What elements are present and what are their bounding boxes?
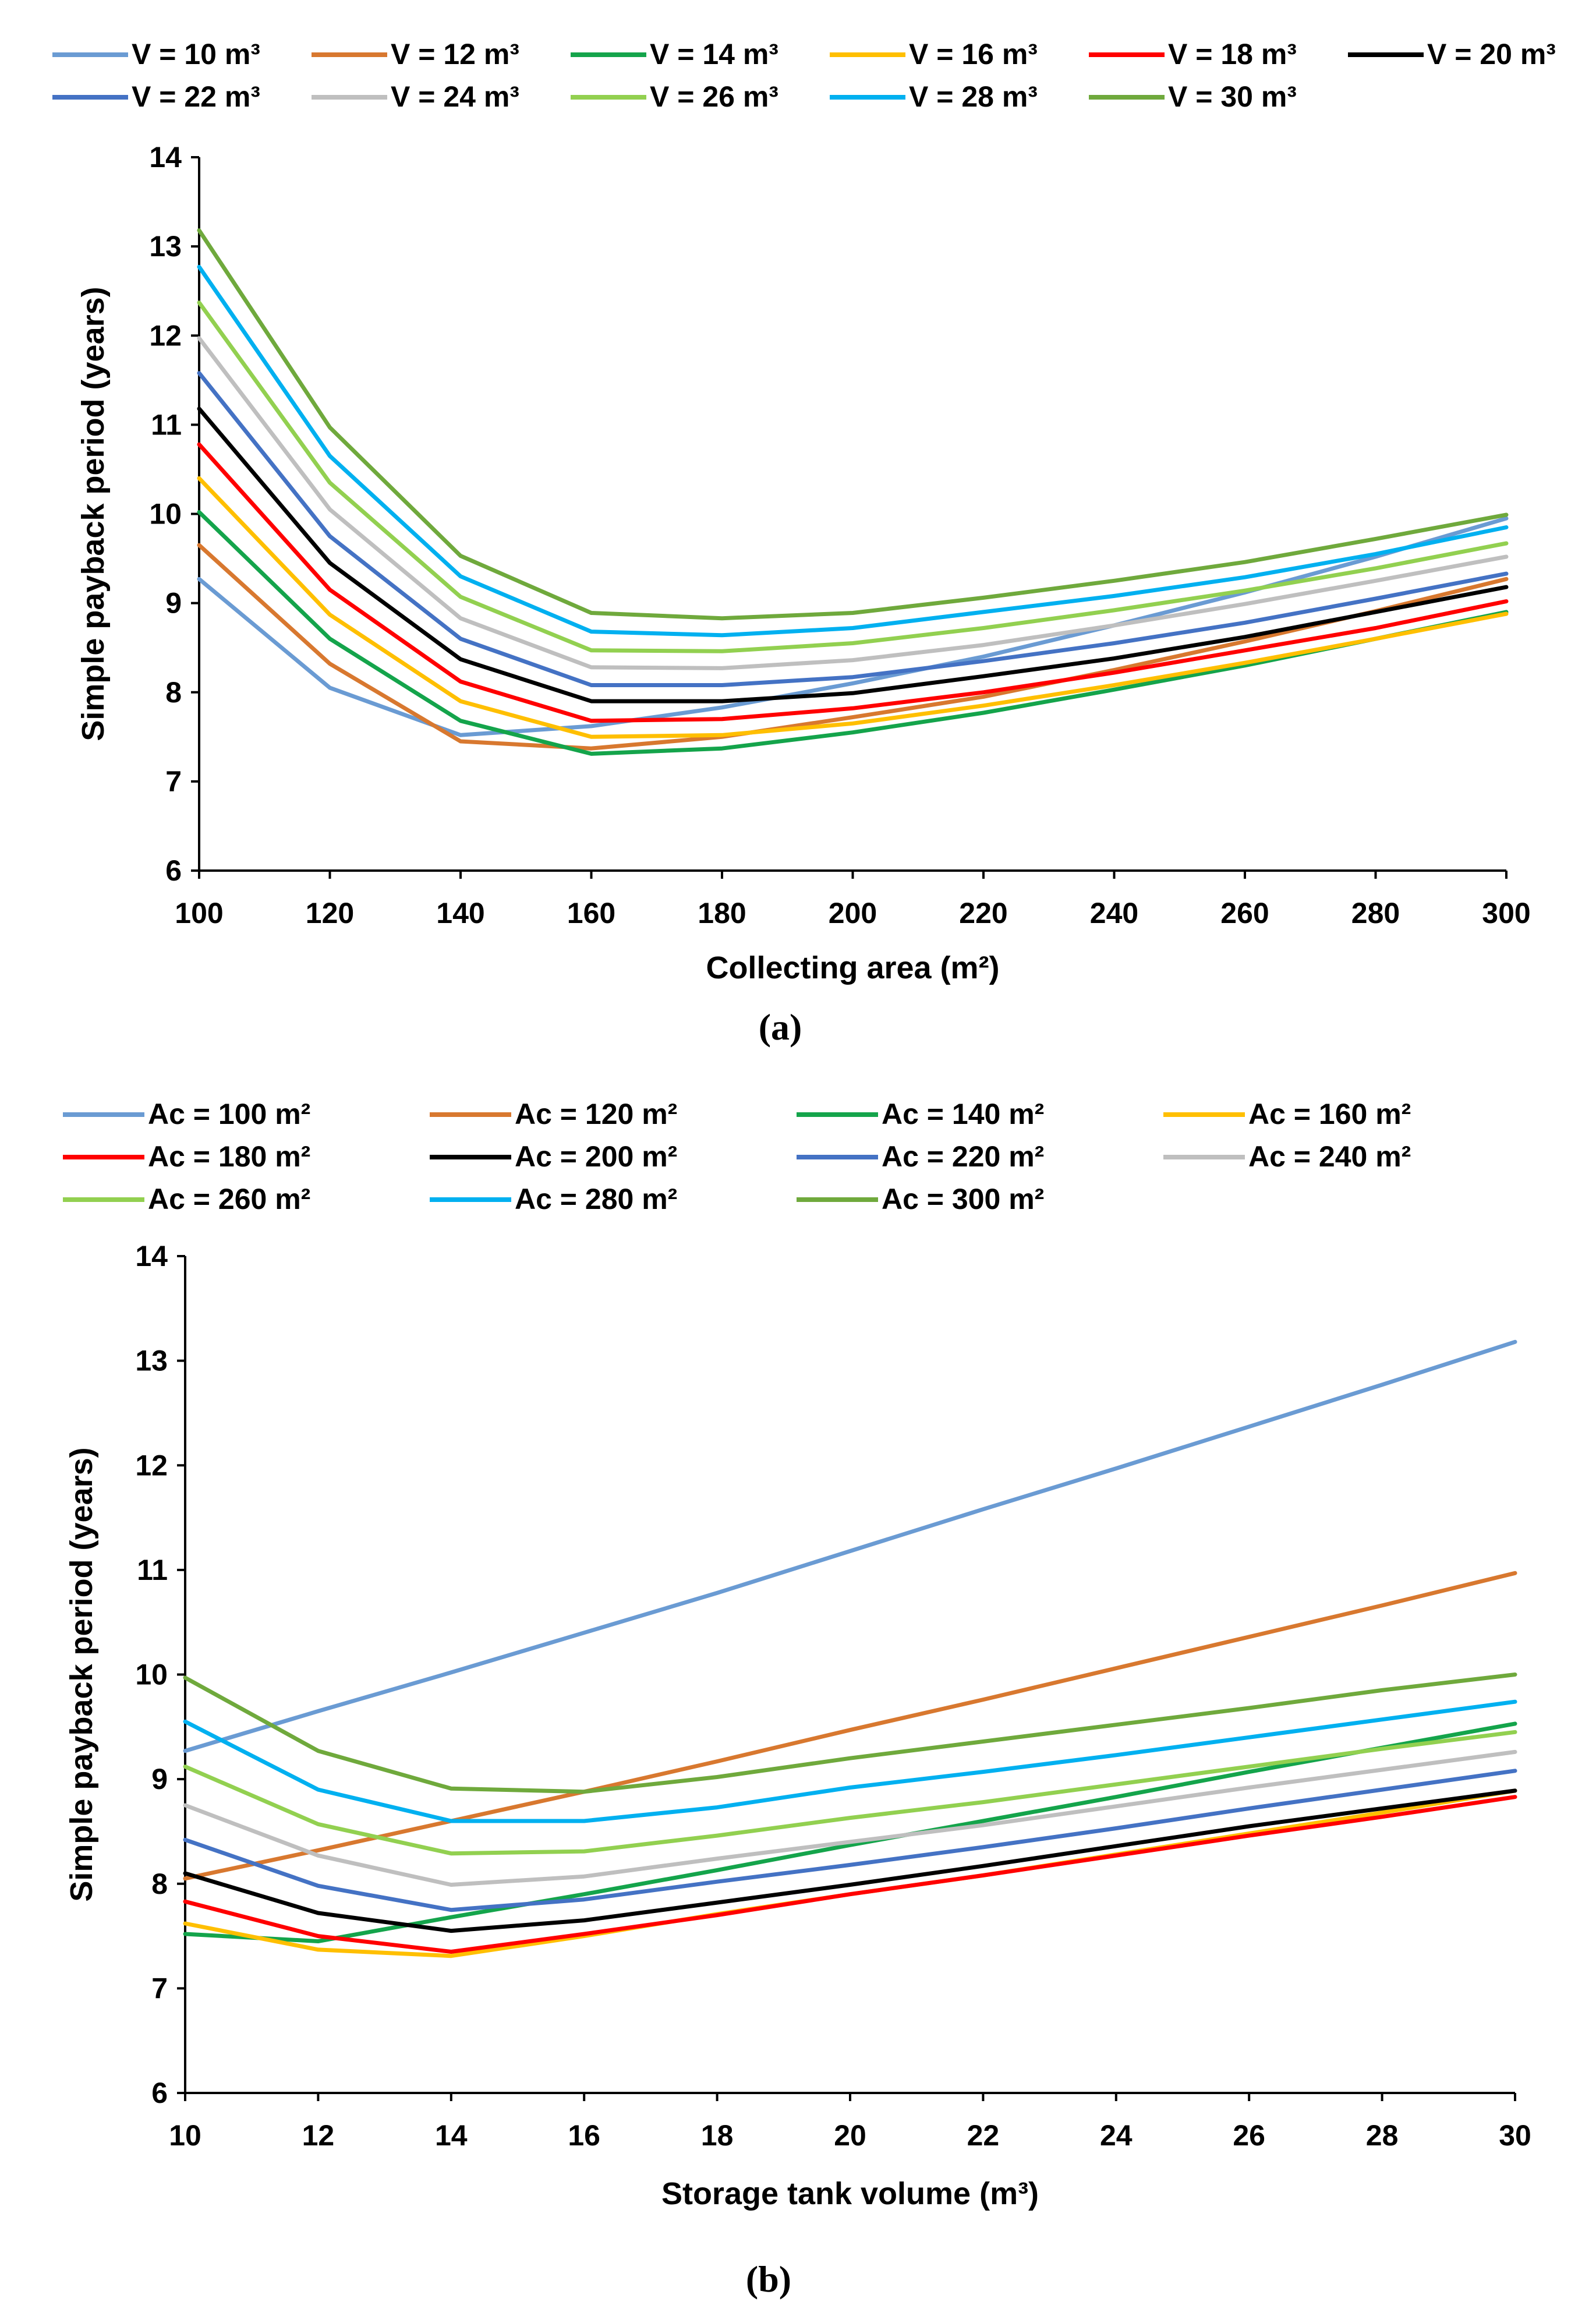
x-tick-label: 10 <box>169 2119 201 2152</box>
legend-label: V = 28 m³ <box>909 80 1038 113</box>
legend-label: Ac = 140 m² <box>882 1098 1044 1130</box>
y-axis-title: Simple payback period (years) <box>76 287 111 741</box>
x-tick-label: 14 <box>435 2119 468 2152</box>
x-tick-label: 24 <box>1100 2119 1133 2152</box>
y-tick-label: 10 <box>149 498 182 531</box>
legend-label: V = 10 m³ <box>132 38 260 70</box>
x-tick-label: 220 <box>959 897 1007 929</box>
series-line <box>183 1769 1517 1912</box>
legend-label: V = 18 m³ <box>1168 38 1297 70</box>
legend-label: Ac = 220 m² <box>882 1140 1044 1173</box>
series-line <box>183 1795 1517 1954</box>
series-line <box>197 371 1509 687</box>
legend-label: V = 12 m³ <box>391 38 519 70</box>
x-tick-label: 140 <box>436 897 484 929</box>
legend-label: V = 16 m³ <box>909 38 1038 70</box>
series-line <box>197 336 1509 670</box>
y-tick-label: 14 <box>135 1240 168 1272</box>
y-tick-label: 11 <box>151 408 182 441</box>
legend-label: V = 26 m³ <box>650 80 778 113</box>
series-line <box>197 264 1509 638</box>
y-tick-label: 10 <box>135 1659 168 1691</box>
x-axis-title: Collecting area (m²) <box>706 950 999 985</box>
legend-label: Ac = 280 m² <box>515 1183 677 1215</box>
series-line <box>183 1749 1517 1887</box>
legend-label: Ac = 180 m² <box>148 1140 310 1173</box>
series-line <box>197 406 1509 703</box>
legend-label: V = 30 m³ <box>1168 80 1297 113</box>
legend-label: Ac = 120 m² <box>515 1098 677 1130</box>
series-line <box>183 1673 1517 1794</box>
x-tick-label: 20 <box>834 2119 866 2152</box>
x-tick-label: 180 <box>698 897 746 929</box>
series-line <box>197 476 1509 739</box>
y-tick-label: 12 <box>149 319 182 352</box>
x-tick-label: 160 <box>567 897 615 929</box>
legend-label: Ac = 300 m² <box>882 1183 1044 1215</box>
x-tick-label: 200 <box>829 897 877 929</box>
y-tick-label: 12 <box>135 1449 168 1481</box>
legend-label: Ac = 240 m² <box>1248 1140 1411 1173</box>
series-line <box>197 442 1509 723</box>
y-tick-label: 6 <box>165 854 182 887</box>
legend-label: V = 22 m³ <box>132 80 260 113</box>
series-line <box>183 1730 1517 1856</box>
series-line <box>183 1571 1517 1881</box>
legend-label: Ac = 260 m² <box>148 1183 310 1215</box>
legend-label: V = 14 m³ <box>650 38 778 70</box>
series-line <box>197 228 1509 621</box>
x-tick-label: 16 <box>568 2119 600 2152</box>
x-tick-label: 26 <box>1233 2119 1265 2152</box>
series-line <box>197 300 1509 653</box>
legend-label: Ac = 100 m² <box>148 1098 310 1130</box>
chart-b: 6 7 8 9 10 11 12 13 14 10 12 14 16 18 20 22 24 26 28 30 Stor… <box>63 1098 1531 2300</box>
y-tick-label: 7 <box>151 1972 168 2004</box>
y-tick-label: 11 <box>137 1554 168 1586</box>
y-axis-title: Simple payback period (years) <box>64 1447 99 1901</box>
x-tick-label: 12 <box>302 2119 335 2152</box>
panel-label: (a) <box>759 1006 802 1048</box>
y-tick-label: 13 <box>135 1345 168 1377</box>
series-line <box>183 1788 1517 1933</box>
x-axis-title: Storage tank volume (m³) <box>661 2176 1039 2211</box>
x-tick-label: 30 <box>1499 2119 1531 2152</box>
x-tick-label: 120 <box>306 897 354 929</box>
x-tick-label: 260 <box>1220 897 1269 929</box>
legend-label: Ac = 200 m² <box>515 1140 677 1173</box>
legend-label: V = 24 m³ <box>391 80 519 113</box>
panel-label: (b) <box>746 2258 791 2300</box>
y-tick-label: 8 <box>165 676 182 709</box>
series-line <box>197 543 1509 751</box>
y-tick-label: 7 <box>165 765 182 798</box>
chart-a: 6 7 8 9 10 11 12 13 14 100 120 140 160 180 200 220 240 26… <box>52 38 1556 1048</box>
x-tick-label: 28 <box>1366 2119 1399 2152</box>
legend-label: V = 20 m³ <box>1427 38 1556 70</box>
y-tick-label: 9 <box>165 587 182 620</box>
x-tick-label: 300 <box>1482 897 1530 929</box>
series-line <box>183 1699 1517 1823</box>
x-tick-label: 100 <box>175 897 223 929</box>
x-tick-label: 18 <box>701 2119 734 2152</box>
x-tick-label: 22 <box>967 2119 1000 2152</box>
y-tick-label: 8 <box>151 1868 168 1900</box>
series-line <box>183 1339 1517 1753</box>
y-tick-label: 6 <box>151 2077 168 2109</box>
y-tick-label: 14 <box>149 141 182 174</box>
x-tick-label: 240 <box>1090 897 1138 929</box>
y-tick-label: 13 <box>149 230 182 263</box>
series-line <box>197 516 1509 737</box>
y-tick-label: 9 <box>151 1763 168 1795</box>
legend-label: Ac = 160 m² <box>1248 1098 1411 1130</box>
x-tick-label: 280 <box>1351 897 1400 929</box>
